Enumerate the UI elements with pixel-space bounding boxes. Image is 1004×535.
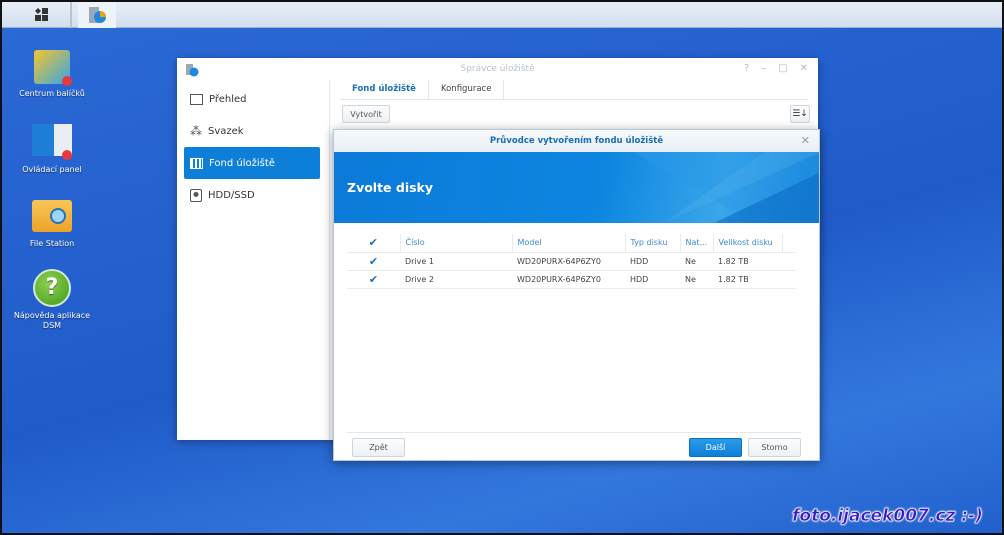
tab-storage-pool[interactable]: Fond úložiště — [340, 80, 429, 99]
overview-icon — [190, 93, 203, 105]
storage-manager-taskbar-button[interactable] — [78, 2, 116, 28]
cell: Ne — [680, 252, 713, 271]
create-button[interactable]: Vytvořit — [342, 105, 390, 123]
wizard-close-icon[interactable]: ✕ — [800, 134, 810, 147]
main-menu-button[interactable] — [14, 2, 72, 28]
app-icon — [186, 64, 199, 77]
cell: Drive 1 — [400, 252, 512, 271]
grid-icon — [35, 8, 48, 21]
cell: 1.82 TB — [713, 270, 782, 289]
wizard-banner: Zvolte disky — [334, 152, 819, 223]
volume-icon: ⁂ — [190, 124, 202, 138]
storage-manager-icon — [89, 7, 106, 23]
sort-button[interactable]: ☰↓ — [790, 105, 810, 123]
cell: 1.82 TB — [713, 252, 782, 271]
wizard-heading: Zvolte disky — [347, 180, 434, 195]
column-header[interactable]: Číslo — [399, 234, 512, 253]
cell: WD20PURX-64P6ZY0 — [512, 252, 625, 271]
desktop-icon-label: File Station — [29, 239, 75, 248]
next-button[interactable]: Další — [689, 438, 742, 457]
cell: HDD — [625, 270, 680, 289]
sidebar-item-label: HDD/SSD — [208, 189, 255, 201]
cell: Drive 2 — [400, 270, 512, 289]
sidebar-item-label: Svazek — [208, 125, 244, 137]
folder-icon — [32, 196, 72, 236]
sidebar-item-label: Přehled — [209, 93, 247, 105]
back-button[interactable]: Zpět — [352, 438, 405, 457]
row-checkbox[interactable]: ✔ — [347, 252, 400, 271]
watermark: foto.ijacek007.cz :-) — [792, 506, 983, 527]
wizard-title: Průvodce vytvořením fondu úložiště — [334, 130, 819, 152]
close-button[interactable]: ✕ — [799, 63, 808, 74]
column-header[interactable]: Model — [511, 234, 625, 253]
cell: Ne — [680, 270, 713, 289]
sidebar-item-label: Fond úložiště — [209, 157, 275, 169]
desktop-icon-label: Ovládací panel — [22, 165, 82, 174]
column-header[interactable]: Typ disku — [624, 234, 680, 253]
column-header[interactable]: Nat... — [679, 234, 713, 253]
sidebar-item-storage-pool[interactable]: Fond úložiště — [184, 147, 320, 179]
storage-pool-icon — [190, 157, 203, 169]
footer-divider — [347, 432, 801, 433]
desktop-icon-package-center[interactable]: Centrum balíčků — [7, 46, 97, 99]
disk-table: ✔ Číslo Model Typ disku Nat... Velikost … — [347, 234, 796, 289]
sidebar: Přehled ⁂ Svazek Fond úložiště HDD/SSD — [177, 80, 330, 440]
table-row[interactable]: ✔ Drive 2 WD20PURX-64P6ZY0 HDD Ne 1.82 TB — [347, 270, 796, 289]
tab-configuration[interactable]: Konfigurace — [429, 80, 505, 99]
select-all-checkbox[interactable]: ✔ — [347, 234, 400, 253]
row-checkbox[interactable]: ✔ — [347, 270, 400, 289]
minimize-button[interactable]: – — [761, 63, 767, 74]
table-header: ✔ Číslo Model Typ disku Nat... Velikost … — [347, 234, 796, 253]
sidebar-item-hdd-ssd[interactable]: HDD/SSD — [184, 179, 320, 211]
create-pool-wizard: Průvodce vytvořením fondu úložiště ✕ Zvo… — [333, 129, 820, 461]
help-button[interactable]: ? — [743, 63, 750, 74]
tab-bar: Fond úložiště Konfigurace — [340, 80, 808, 100]
desktop-icon-control-panel[interactable]: Ovládací panel — [7, 122, 97, 175]
taskbar — [2, 2, 1002, 28]
sidebar-item-overview[interactable]: Přehled — [184, 83, 320, 115]
hdd-icon — [190, 188, 202, 202]
desktop-icon-file-station[interactable]: File Station — [7, 196, 97, 249]
window-title: Správce úložiště — [460, 64, 535, 74]
cancel-button[interactable]: Storno — [748, 438, 801, 457]
sort-icon: ☰↓ — [792, 109, 808, 119]
cell: WD20PURX-64P6ZY0 — [512, 270, 625, 289]
maximize-button[interactable]: □ — [778, 63, 788, 74]
column-header[interactable]: Velikost disku — [712, 234, 782, 253]
control-panel-icon — [32, 122, 72, 162]
package-center-icon — [32, 46, 72, 86]
desktop-icon-dsm-help[interactable]: ? Nápověda aplikace DSM — [7, 268, 97, 331]
cell: HDD — [625, 252, 680, 271]
desktop-icon-label: Centrum balíčků — [19, 89, 85, 98]
table-row[interactable]: ✔ Drive 1 WD20PURX-64P6ZY0 HDD Ne 1.82 TB — [347, 252, 796, 271]
desktop-icon-label: Nápověda aplikace DSM — [13, 311, 91, 330]
sidebar-item-volume[interactable]: ⁂ Svazek — [184, 115, 320, 147]
banner-decoration — [634, 152, 819, 223]
help-icon: ? — [32, 268, 72, 308]
